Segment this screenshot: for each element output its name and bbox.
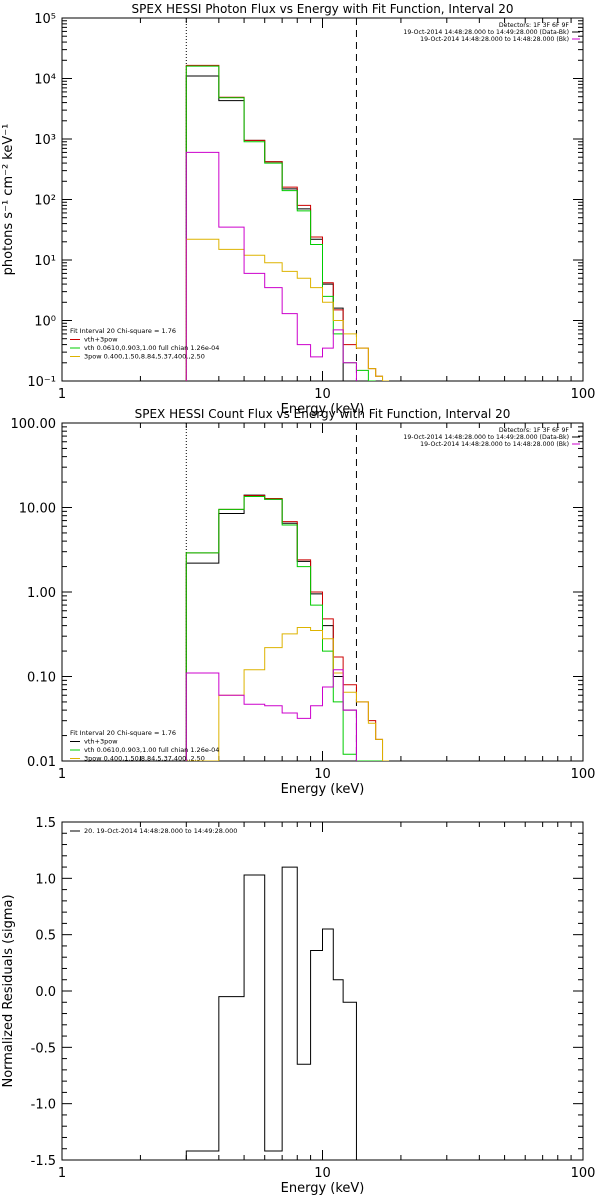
header-info-line: Detectors: 1F 3F 6F 9F xyxy=(499,22,570,29)
plot-frame xyxy=(61,821,584,1161)
legend-entry: 3pow 0.400,1.50,8.84,5.37,400.,2.50 xyxy=(84,353,205,361)
legend-entry: vth 0.0610,0.903,1.00 full chian 1.26e-0… xyxy=(84,746,219,754)
y-tick-label: 10⁴ xyxy=(34,73,56,88)
y-tick-label: 10⁵ xyxy=(34,12,56,27)
series-line-data-bk xyxy=(185,494,357,761)
series-line-data-bk xyxy=(185,75,357,381)
series-line-bk xyxy=(185,151,357,381)
x-tick-label: 10 xyxy=(314,1166,331,1181)
legend-title: Fit Interval 20 Chi-square = 1.76 xyxy=(70,327,176,335)
legend-entry: vth+3pow xyxy=(84,336,118,344)
x-tick-label: 100 xyxy=(571,767,596,782)
y-tick-label: 10¹ xyxy=(34,254,56,269)
y-tick-label: 0.01 xyxy=(27,755,56,770)
x-tick-label: 100 xyxy=(571,387,596,402)
header-info-line: Detectors: 1F 3F 6F 9F xyxy=(499,427,570,434)
header-info-line: 19-Oct-2014 14:48:28.000 to 14:49:28.000… xyxy=(403,29,569,36)
series-line-3pow xyxy=(185,238,389,381)
y-tick-label: 10² xyxy=(34,194,56,209)
header-info-line: 19-Oct-2014 14:48:28.000 to 14:48:28.000… xyxy=(420,36,569,43)
x-tick-label: 1 xyxy=(58,767,66,782)
y-tick-label: 0.0 xyxy=(35,985,56,1000)
series-line-residuals xyxy=(185,866,357,1160)
legend-entry: vth 0.0610,0.903,1.00 full chian 1.26e-0… xyxy=(84,344,219,352)
legend-entry: 20. 19-Oct-2014 14:48:28.000 to 14:49:28… xyxy=(84,827,237,835)
x-axis-label: Energy (keV) xyxy=(281,1181,365,1196)
x-axis-label: Energy (keV) xyxy=(281,782,365,797)
x-tick-label: 100 xyxy=(571,1166,596,1181)
series-line-vth xyxy=(185,495,389,761)
series-line-3pow xyxy=(186,627,389,761)
y-tick-label: 10³ xyxy=(34,133,56,148)
chart-panel-2: SPEX HESSI Count Flux vs Energy with Fit… xyxy=(11,407,596,797)
y-tick-label: -1.5 xyxy=(31,1154,56,1169)
y-tick-label: 10.00 xyxy=(19,502,56,517)
y-axis-label: photons s⁻¹ cm⁻² keV⁻¹ xyxy=(1,124,16,276)
y-axis-label: Normalized Residuals (sigma) xyxy=(1,894,16,1087)
y-tick-label: 0.5 xyxy=(35,929,56,944)
chart-panel-1: SPEX HESSI Photon Flux vs Energy with Fi… xyxy=(1,2,595,417)
y-tick-label: 10⁻¹ xyxy=(27,375,56,390)
data-series-group xyxy=(185,494,389,761)
x-tick-label: 10 xyxy=(314,387,331,402)
x-tick-label: 1 xyxy=(58,387,66,402)
legend-entry: 3pow 0.400,1.50,8.84,5.37,400.,2.50 xyxy=(84,755,205,763)
y-tick-label: -1.0 xyxy=(31,1098,56,1113)
chart-panel-3: 1 10 100 Energy (keV) -1.5 -1.0 -0.5 0.0 0.5 1.0 1… xyxy=(1,816,595,1196)
legend-title: Fit Interval 20 Chi-square = 1.76 xyxy=(70,729,176,737)
chart-title: SPEX HESSI Photon Flux vs Energy with Fi… xyxy=(132,2,514,16)
legend-entry: vth+3pow xyxy=(84,738,118,746)
x-axis-label: Energy (keV) xyxy=(281,402,365,417)
chart-title: SPEX HESSI Count Flux vs Energy with Fit… xyxy=(135,407,511,421)
y-tick-label: 100.00 xyxy=(11,417,57,432)
y-tick-label: 1.5 xyxy=(35,816,56,831)
y-tick-label: 0.10 xyxy=(27,671,56,686)
series-line-vth-3pow xyxy=(185,495,389,761)
data-series-group xyxy=(185,64,389,381)
data-series-group xyxy=(185,866,357,1160)
series-line-vth-3pow xyxy=(185,64,389,381)
y-tick-label: -0.5 xyxy=(31,1041,56,1056)
y-tick-label: 10⁰ xyxy=(34,315,56,330)
x-tick-label: 1 xyxy=(58,1166,66,1181)
series-line-bk xyxy=(185,669,357,761)
header-info-line: 19-Oct-2014 14:48:28.000 to 14:48:28.000… xyxy=(420,441,569,448)
y-tick-label: 1.0 xyxy=(35,872,56,887)
x-tick-label: 10 xyxy=(314,767,331,782)
header-info-line: 19-Oct-2014 14:48:28.000 to 14:49:28.000… xyxy=(403,434,569,441)
y-tick-label: 1.00 xyxy=(27,586,56,601)
